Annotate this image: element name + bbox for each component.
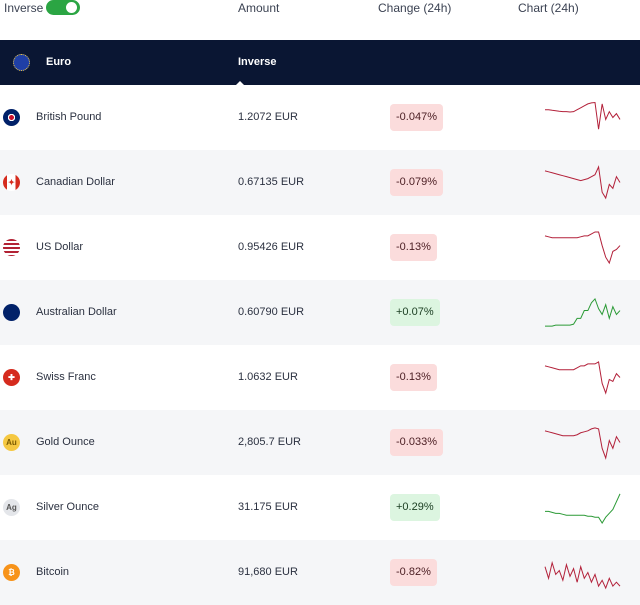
currency-amount: 1.0632 EUR — [238, 371, 298, 383]
col-amount[interactable]: Amount — [238, 1, 280, 15]
currency-amount: 91,680 EUR — [238, 566, 298, 578]
inverse-toggle[interactable] — [46, 0, 80, 15]
currency-amount: 0.95426 EUR — [238, 241, 305, 253]
sparkline-line — [544, 427, 621, 460]
currency-name[interactable]: US Dollar — [36, 241, 84, 253]
currency-name[interactable]: Swiss Franc — [36, 371, 96, 383]
currency-amount: 0.60790 EUR — [238, 306, 305, 318]
sparkline-line — [545, 101, 621, 130]
change-badge: -0.079% — [390, 169, 443, 196]
sparkline-line — [545, 493, 621, 525]
ch-flag-icon: ✚ — [3, 369, 20, 386]
eu-flag-icon — [13, 54, 30, 71]
currency-name[interactable]: Bitcoin — [36, 566, 70, 578]
sparkline-chart — [544, 427, 621, 460]
gb-flag-icon — [3, 109, 20, 126]
table-row[interactable]: Ag Silver Ounce 31.175 EUR +0.29% — [0, 475, 640, 540]
us-flag-icon — [3, 239, 20, 256]
sparkline-line — [544, 231, 621, 265]
table-row[interactable]: ₿ Bitcoin 91,680 EUR -0.82% — [0, 540, 640, 605]
currency-name[interactable]: Australian Dollar — [36, 306, 117, 318]
caret-icon — [235, 81, 245, 86]
top-header: Inverse Amount Change (24h) Chart (24h) — [0, 0, 640, 40]
change-badge: -0.82% — [390, 559, 437, 586]
change-badge: -0.047% — [390, 104, 443, 131]
currency-amount: 0.67135 EUR — [238, 176, 305, 188]
currency-name[interactable]: Silver Ounce — [36, 501, 99, 513]
base-currency-bar: Euro Inverse — [0, 40, 640, 86]
currency-name[interactable]: Canadian Dollar — [36, 176, 115, 188]
change-badge: -0.13% — [390, 364, 437, 391]
table-row[interactable]: US Dollar 0.95426 EUR -0.13% — [0, 215, 640, 280]
currency-amount: 1.2072 EUR — [238, 111, 298, 123]
sparkline-chart — [544, 231, 621, 265]
currency-name[interactable]: Gold Ounce — [36, 436, 95, 448]
change-badge: +0.29% — [390, 494, 440, 521]
btc-coin-icon: ₿ — [3, 564, 20, 581]
sparkline-chart — [545, 101, 621, 130]
au-flag-icon — [3, 304, 20, 321]
ca-flag-icon: ✦ — [3, 174, 20, 191]
change-badge: -0.13% — [390, 234, 437, 261]
sparkline-line — [544, 361, 621, 395]
sparkline-chart — [544, 361, 621, 395]
inverse-label: Inverse — [4, 1, 44, 15]
base-currency-name[interactable]: Euro — [46, 56, 72, 68]
sparkline-chart — [545, 493, 621, 525]
table-row[interactable]: ✦ Canadian Dollar 0.67135 EUR -0.079% — [0, 150, 640, 215]
table-row[interactable]: Australian Dollar 0.60790 EUR +0.07% — [0, 280, 640, 345]
change-badge: -0.033% — [390, 429, 443, 456]
sparkline-line — [544, 560, 621, 590]
currency-amount: 31.175 EUR — [238, 501, 298, 513]
sparkline-chart — [544, 560, 621, 590]
currency-name[interactable]: British Pound — [36, 111, 102, 123]
change-badge: +0.07% — [390, 299, 440, 326]
table-row[interactable]: Au Gold Ounce 2,805.7 EUR -0.033% — [0, 410, 640, 475]
base-mode: Inverse — [238, 56, 277, 68]
ag-coin-icon: Ag — [3, 499, 20, 516]
sparkline-line — [545, 297, 621, 327]
sparkline-line — [544, 165, 621, 200]
table-row[interactable]: British Pound 1.2072 EUR -0.047% — [0, 85, 640, 150]
sparkline-chart — [545, 297, 621, 327]
sparkline-chart — [544, 165, 621, 200]
col-chart: Chart (24h) — [518, 1, 579, 15]
au-coin-icon: Au — [3, 434, 20, 451]
currency-amount: 2,805.7 EUR — [238, 436, 301, 448]
table-row[interactable]: ✚ Swiss Franc 1.0632 EUR -0.13% — [0, 345, 640, 410]
col-change[interactable]: Change (24h) — [378, 1, 452, 15]
